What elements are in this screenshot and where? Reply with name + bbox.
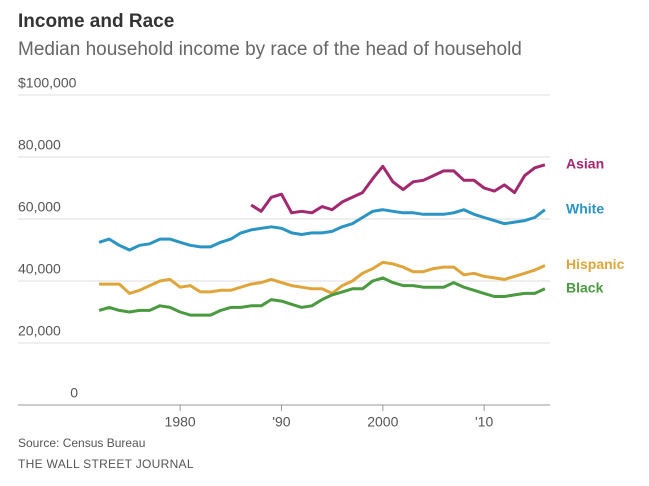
x-tick-label: 1980 [165, 414, 196, 430]
y-tick-label: $100,000 [18, 75, 77, 91]
series-label: Asian [566, 155, 604, 171]
x-tick-label: '10 [475, 414, 493, 430]
series-line [99, 260, 546, 295]
series-line [98, 208, 546, 252]
chart-title: Income and Race [18, 11, 174, 32]
series-label: Black [566, 279, 604, 295]
publisher: THE WALL STREET JOURNAL [18, 457, 194, 471]
y-tick-label: 60,000 [18, 199, 61, 215]
series-label: White [566, 200, 604, 216]
y-tick-label: 0 [70, 385, 78, 401]
x-tick-label: '90 [272, 414, 290, 430]
series-label: Hispanic [566, 256, 625, 272]
y-tick-label: 20,000 [18, 323, 61, 339]
x-tick-label: 2000 [367, 414, 398, 430]
series-line [250, 163, 546, 215]
y-tick-label: 80,000 [18, 137, 61, 153]
y-tick-label: 40,000 [18, 261, 61, 277]
chart-subtitle: Median household income by race of the h… [18, 39, 522, 60]
source: Source: Census Bureau [18, 436, 145, 450]
series-line [98, 276, 546, 317]
